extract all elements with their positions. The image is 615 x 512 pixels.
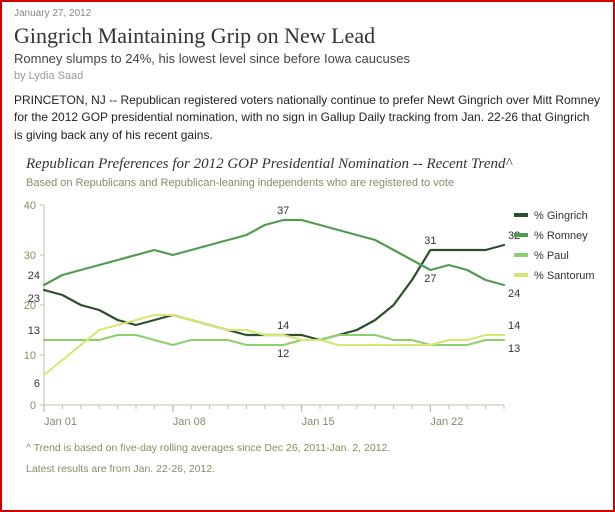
svg-text:30: 30: [24, 250, 36, 262]
svg-text:14: 14: [277, 320, 289, 332]
svg-text:14: 14: [508, 320, 520, 332]
chart-svg: 010203040Jan 01Jan 08Jan 15Jan 222324136…: [14, 197, 599, 435]
svg-text:13: 13: [508, 343, 520, 355]
chart-title: Republican Preferences for 2012 GOP Pres…: [26, 156, 601, 173]
svg-text:Jan 15: Jan 15: [302, 416, 335, 428]
svg-text:0: 0: [30, 400, 36, 412]
chart-subtitle: Based on Republicans and Republican-lean…: [26, 177, 601, 189]
svg-text:24: 24: [28, 270, 40, 282]
chart-footnote-1: ^ Trend is based on five-day rolling ave…: [26, 441, 601, 456]
article-lede: PRINCETON, NJ -- Republican registered v…: [14, 92, 601, 144]
svg-text:Jan 22: Jan 22: [430, 416, 463, 428]
article-container: January 27, 2012 Gingrich Maintaining Gr…: [0, 0, 615, 512]
svg-text:% Paul: % Paul: [534, 250, 569, 262]
svg-text:37: 37: [277, 205, 289, 217]
chart-footnote-2: Latest results are from Jan. 22-26, 2012…: [26, 462, 601, 477]
article-date: January 27, 2012: [14, 8, 601, 19]
svg-text:13: 13: [28, 325, 40, 337]
article-subhead: Romney slumps to 24%, his lowest level s…: [14, 51, 601, 66]
svg-text:% Gingrich: % Gingrich: [534, 210, 588, 222]
svg-text:24: 24: [508, 288, 520, 300]
svg-text:% Santorum: % Santorum: [534, 270, 595, 282]
svg-text:% Romney: % Romney: [534, 230, 588, 242]
svg-text:10: 10: [24, 350, 36, 362]
svg-text:40: 40: [24, 200, 36, 212]
article-headline: Gingrich Maintaining Grip on New Lead: [14, 23, 601, 49]
article-byline: by Lydia Saad: [14, 70, 601, 82]
line-chart: 010203040Jan 01Jan 08Jan 15Jan 222324136…: [14, 197, 599, 435]
svg-text:Jan 01: Jan 01: [44, 416, 77, 428]
svg-text:31: 31: [424, 235, 436, 247]
svg-text:27: 27: [424, 273, 436, 285]
svg-text:12: 12: [277, 348, 289, 360]
svg-text:6: 6: [34, 378, 40, 390]
svg-text:23: 23: [28, 293, 40, 305]
svg-text:Jan 08: Jan 08: [173, 416, 206, 428]
